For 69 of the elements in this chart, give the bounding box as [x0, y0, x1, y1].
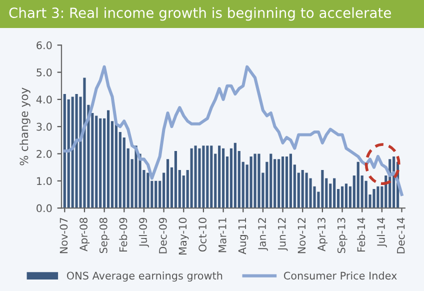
bar	[194, 146, 197, 208]
bar	[281, 156, 284, 208]
x-tick-label: Jan-12	[258, 218, 268, 251]
y-tick-label: 0.0	[36, 204, 52, 212]
bar	[222, 148, 225, 208]
x-tick-label: Mar-11	[218, 218, 226, 252]
legend-label: ONS Average earnings growth	[66, 272, 222, 282]
y-tick-label: 2.0	[36, 150, 52, 158]
x-tick-label: May-10	[178, 218, 189, 254]
bar	[134, 146, 138, 208]
bar	[344, 184, 348, 208]
bar	[190, 148, 193, 208]
x-tick-label: Apr-08	[80, 218, 90, 252]
x-tick-label: Sep-08	[99, 218, 110, 254]
bar	[305, 172, 308, 208]
bar	[278, 159, 280, 208]
y-tick-label: 1.0	[37, 177, 52, 186]
bar	[174, 151, 177, 208]
bar	[270, 154, 272, 208]
bar	[250, 156, 252, 208]
y-tick-label: 5.0	[36, 68, 52, 76]
bar	[146, 172, 150, 208]
x-tick-label: Oct-10	[198, 218, 206, 252]
y-tick-label: 6.0	[36, 41, 52, 50]
bar	[289, 154, 292, 208]
bar	[198, 148, 201, 208]
bar	[99, 118, 102, 208]
bar	[210, 146, 213, 208]
bar	[75, 94, 78, 208]
bar	[166, 159, 170, 208]
legend-label: Consumer Price Index	[284, 272, 397, 280]
y-tick-label: 3.0	[36, 122, 52, 131]
x-tick-label: Feb-14	[357, 218, 366, 252]
x-tick-label: Sep-13	[337, 218, 348, 254]
bar	[258, 154, 260, 208]
bar	[321, 170, 324, 208]
bar	[83, 78, 86, 208]
bar	[285, 156, 288, 208]
chart-title: Chart 3: Real income growth is beginning to accelerate	[9, 7, 391, 21]
x-tick-label: Nov-07	[60, 218, 68, 254]
bar	[376, 186, 380, 208]
bar	[356, 162, 360, 208]
bar	[206, 146, 209, 208]
line-series	[63, 65, 404, 196]
bar	[218, 146, 221, 208]
x-tick-label: Dec-14	[397, 218, 405, 254]
bar	[202, 146, 205, 208]
bar	[106, 110, 110, 208]
bar	[95, 116, 98, 208]
x-tick-label: Aug-11	[238, 218, 248, 254]
x-tick-label: Apr-13	[318, 218, 328, 252]
bar	[254, 154, 256, 208]
x-tick-label: Jul-14	[376, 218, 387, 248]
bar	[340, 186, 344, 208]
bar	[301, 170, 304, 208]
bar	[333, 178, 336, 208]
bar	[114, 124, 118, 208]
bar	[372, 189, 376, 208]
bar	[154, 180, 158, 208]
bar	[71, 96, 74, 208]
x-tick-label: Nov-12	[298, 218, 306, 254]
x-tick-label: Jul-09	[138, 218, 149, 248]
y-tick-label: 4.0	[36, 96, 52, 104]
bar	[63, 94, 66, 208]
x-tick-label: Jun-12	[278, 218, 288, 251]
y-axis-title: % change yoy	[20, 88, 30, 166]
bar	[234, 142, 236, 208]
x-tick-label: Dec-09	[158, 218, 167, 254]
x-tick-label: Feb-09	[119, 218, 128, 252]
